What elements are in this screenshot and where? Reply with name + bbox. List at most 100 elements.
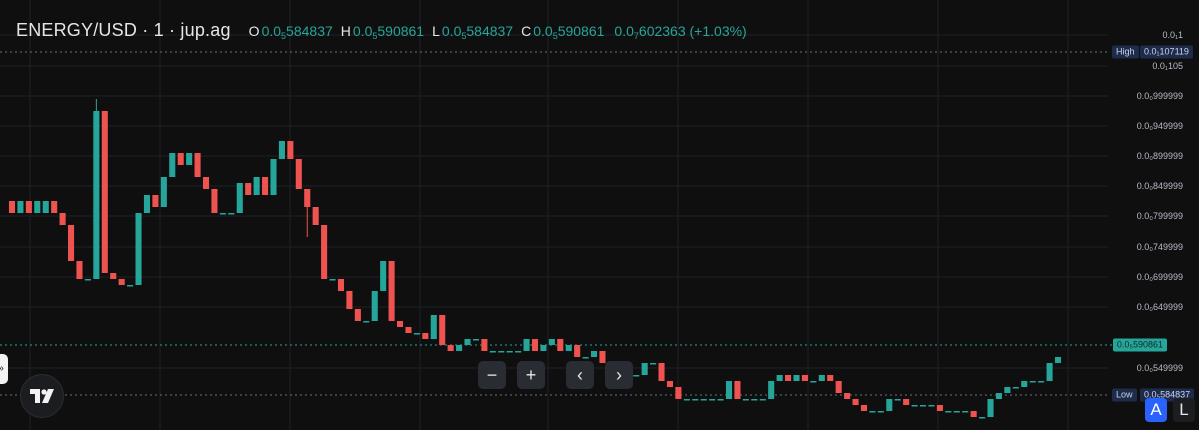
candle-down (388, 261, 395, 321)
candle-down (211, 189, 218, 213)
candle-up (928, 405, 935, 407)
candle-down (177, 153, 184, 165)
candle-up (515, 351, 522, 353)
scroll-left-button[interactable]: ‹ (566, 361, 594, 389)
candle-down (599, 351, 606, 363)
price-tick-label: 0.0₀949999 (1136, 121, 1183, 131)
price-tick-label: 0.0₀699999 (1136, 272, 1183, 282)
candle-up (683, 399, 690, 401)
candle-up (371, 291, 378, 321)
close-label: C (521, 23, 532, 39)
change-value-zeros: 7 (633, 31, 639, 41)
candle-up (430, 315, 437, 339)
price-tick-label: 0.0₀849999 (1136, 181, 1183, 191)
candle-up (1046, 363, 1053, 381)
candle-up (1029, 381, 1036, 383)
close-value-digits: 590861 (557, 23, 605, 39)
candle-down (110, 273, 117, 279)
candle-up (810, 381, 817, 383)
candle-up (1038, 381, 1045, 383)
candle-down (194, 153, 201, 177)
low-value-zeros: 5 (461, 31, 467, 41)
candle-down (202, 177, 210, 189)
candle-down (860, 405, 868, 411)
close-value: 0.05590861 (533, 23, 604, 41)
candle-up (540, 345, 547, 351)
high-tag-value: 0.0₁107119 (1140, 45, 1193, 59)
candle-up (1021, 381, 1028, 387)
auto-scale-button[interactable]: A (1145, 398, 1167, 422)
candle-up (911, 405, 918, 407)
candle-down (76, 261, 83, 279)
candle-down (903, 399, 910, 405)
candle-up (1004, 387, 1011, 393)
candle-down (574, 345, 581, 357)
high-tag-label: High (1112, 45, 1139, 59)
candle-up (42, 201, 49, 213)
candles (8, 99, 1062, 419)
candle-down (557, 339, 564, 351)
candle-up (236, 183, 243, 213)
candle-up (456, 345, 463, 351)
tv-logo-glyph (30, 389, 54, 403)
candle-down (785, 375, 792, 381)
candle-up (135, 213, 142, 285)
candle-up (523, 339, 530, 351)
candle-up (380, 261, 387, 291)
candle-up (472, 339, 479, 341)
candle-down (658, 363, 665, 381)
candle-down (844, 393, 851, 399)
candle-up (498, 351, 505, 353)
tradingview-logo-icon[interactable] (20, 374, 64, 418)
candle-up (742, 399, 749, 401)
price-tick-label: 0.0₁105 (1152, 61, 1183, 71)
candle-down (835, 381, 842, 393)
candle-down (422, 333, 429, 339)
candle-up (489, 351, 496, 353)
candle-up (700, 399, 707, 401)
candle-up (127, 285, 134, 287)
price-tick-label: 0.0₁1 (1162, 30, 1183, 40)
candle-down (68, 225, 75, 261)
candle-down (295, 159, 302, 189)
grid-lines (0, 0, 1108, 430)
close-value-prefix: 0.0 (533, 23, 553, 39)
candle-up (953, 411, 960, 413)
side-panel-handle[interactable]: » (0, 354, 8, 384)
candle-down (801, 375, 808, 381)
candle-up (363, 321, 370, 323)
scroll-right-button[interactable]: › (605, 361, 633, 389)
open-value: 0.05584837 (262, 23, 333, 41)
candle-down (970, 411, 977, 417)
candle-up (776, 375, 783, 381)
candle-up (919, 405, 927, 407)
candle-up (1054, 357, 1062, 363)
price-tick-label: 0.0₀749999 (1136, 242, 1183, 252)
candle-up (160, 177, 167, 207)
candle-down (405, 327, 412, 333)
candle-up (228, 213, 235, 215)
high-value: 0.05590861 (353, 23, 424, 41)
price-tick-label: 0.0₀999999 (1136, 91, 1183, 101)
zoom-in-button[interactable]: + (517, 361, 545, 389)
current-price-tag: 0.0₅590861 (1112, 338, 1167, 352)
candle-up (717, 399, 724, 401)
candle-up (962, 411, 969, 413)
price-tick-label: 0.0₀549999 (1136, 363, 1183, 373)
candle-down (101, 111, 108, 273)
log-scale-button[interactable]: L (1173, 398, 1195, 422)
candle-up (877, 411, 884, 413)
open-label: O (248, 23, 260, 39)
low-tag-label: Low (1112, 388, 1137, 402)
candle-down (396, 321, 404, 327)
low-value-prefix: 0.0 (441, 23, 462, 39)
candle-down (59, 213, 66, 225)
low-value: 0.05584837 (442, 23, 513, 41)
price-tick-label: 0.0₀799999 (1136, 211, 1183, 221)
candle-up (253, 177, 260, 195)
candle-down (321, 225, 328, 279)
candle-up (270, 159, 277, 195)
high-value-zeros: 5 (372, 31, 378, 41)
zoom-out-button[interactable]: − (478, 361, 506, 389)
